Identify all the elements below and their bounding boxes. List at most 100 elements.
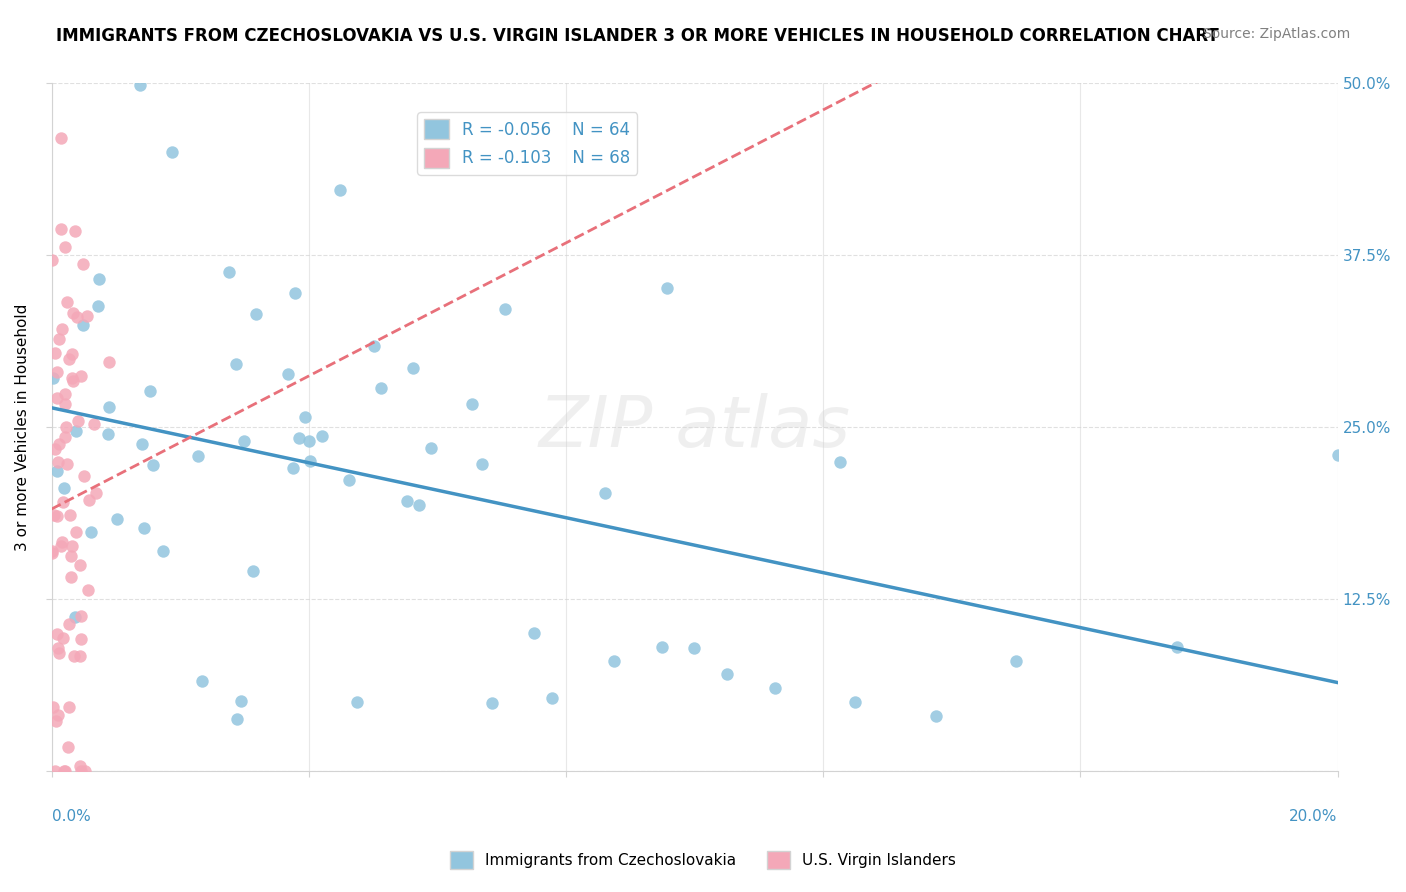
Point — [129, 78, 152, 93]
Point — [190, 673, 212, 688]
Text: IMMIGRANTS FROM CZECHOSLOVAKIA VS U.S. VIRGIN ISLANDER 3 OR MORE VEHICLES IN HOU: IMMIGRANTS FROM CZECHOSLOVAKIA VS U.S. V… — [56, 27, 1219, 45]
Text: Source: ZipAtlas.com: Source: ZipAtlas.com — [1202, 27, 1350, 41]
Point — [46, 641, 69, 656]
Point — [481, 696, 503, 710]
Point — [44, 346, 66, 360]
Point — [46, 708, 69, 723]
Point — [46, 508, 69, 523]
Point — [51, 539, 73, 553]
Point — [69, 608, 91, 623]
Text: 20.0%: 20.0% — [1289, 808, 1337, 823]
Point — [69, 558, 91, 573]
Point — [494, 301, 516, 316]
Point — [53, 764, 76, 778]
Point — [49, 130, 72, 145]
Point — [72, 257, 94, 271]
Point — [337, 473, 360, 487]
Point — [80, 524, 103, 539]
Point — [132, 520, 155, 534]
Text: ZIP atlas: ZIP atlas — [538, 392, 851, 461]
Point — [62, 374, 84, 388]
Point — [70, 632, 93, 647]
Point — [51, 535, 73, 549]
Point — [763, 681, 786, 696]
Point — [41, 546, 63, 560]
Point — [87, 299, 110, 313]
Point — [84, 486, 107, 500]
Point — [1326, 448, 1348, 462]
Point — [716, 667, 738, 681]
Point — [48, 332, 70, 346]
Point — [45, 714, 67, 728]
Point — [56, 457, 79, 471]
Point — [45, 365, 67, 379]
Point — [51, 322, 73, 336]
Point — [83, 417, 105, 432]
Point — [105, 512, 128, 526]
Point — [55, 397, 77, 411]
Point — [651, 640, 673, 654]
Point — [63, 649, 86, 664]
Point — [294, 409, 316, 424]
Point — [69, 758, 91, 772]
Point — [60, 539, 83, 553]
Point — [46, 627, 69, 641]
Y-axis label: 3 or more Vehicles in Household: 3 or more Vehicles in Household — [15, 303, 30, 550]
Point — [65, 223, 87, 237]
Point — [72, 318, 94, 332]
Point — [139, 384, 162, 398]
Point — [65, 609, 87, 624]
Point — [59, 570, 82, 584]
Point — [77, 493, 100, 508]
Point — [65, 424, 87, 438]
Point — [46, 391, 69, 405]
Point — [76, 309, 98, 323]
Point — [281, 461, 304, 475]
Point — [131, 437, 153, 451]
Point — [75, 764, 97, 778]
Point — [73, 469, 96, 483]
Point — [70, 368, 93, 383]
Point — [655, 281, 678, 295]
Point — [53, 240, 76, 254]
Point — [461, 397, 484, 411]
Point — [298, 454, 321, 468]
Point — [66, 310, 89, 324]
Point — [187, 449, 209, 463]
Point — [65, 525, 87, 540]
Point — [925, 708, 948, 723]
Point — [142, 458, 165, 472]
Point — [45, 464, 67, 478]
Point — [370, 381, 392, 395]
Point — [69, 649, 91, 664]
Point — [277, 368, 299, 382]
Point — [683, 640, 706, 655]
Point — [1005, 654, 1028, 668]
Point — [42, 508, 65, 522]
Point — [363, 339, 385, 353]
Point — [41, 544, 63, 558]
Point — [395, 493, 418, 508]
Point — [59, 549, 82, 564]
Point — [231, 694, 253, 708]
Point — [41, 370, 63, 384]
Point — [329, 184, 352, 198]
Point — [242, 564, 264, 578]
Point — [152, 544, 174, 558]
Point — [53, 764, 76, 778]
Point — [471, 457, 494, 471]
Point — [97, 427, 120, 442]
Point — [62, 306, 84, 320]
Point — [44, 442, 66, 456]
Point — [233, 434, 256, 448]
Point — [830, 455, 852, 469]
Text: 0.0%: 0.0% — [52, 808, 90, 823]
Point — [55, 419, 77, 434]
Point — [77, 582, 100, 597]
Legend: Immigrants from Czechoslovakia, U.S. Virgin Islanders: Immigrants from Czechoslovakia, U.S. Vir… — [444, 845, 962, 875]
Point — [58, 352, 80, 367]
Point — [60, 371, 83, 385]
Point — [52, 481, 75, 495]
Point — [218, 265, 240, 279]
Point — [52, 631, 75, 645]
